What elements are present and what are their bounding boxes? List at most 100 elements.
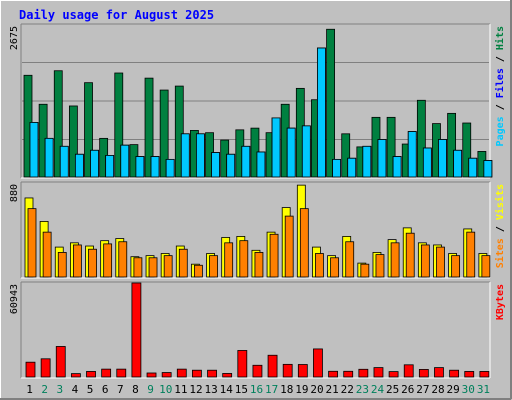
panel-kbytes: 60943 KBytes bbox=[9, 281, 506, 379]
bar-sites-day-21 bbox=[330, 257, 339, 278]
bar-sites-day-16 bbox=[254, 252, 264, 278]
x-tick-label-21: 21 bbox=[326, 383, 339, 396]
x-tick-label-1: 1 bbox=[26, 383, 33, 396]
bar-pages-day-14 bbox=[226, 153, 236, 178]
bar-sites-day-8 bbox=[133, 257, 143, 278]
bar-kbytes-day-21 bbox=[328, 370, 338, 378]
bar-hits-day-25 bbox=[386, 116, 396, 178]
legend: Sites / Visits bbox=[494, 184, 506, 268]
bar-kbytes-day-22 bbox=[343, 370, 354, 378]
bar-kbytes-day-16 bbox=[252, 364, 263, 378]
x-tick-label-10: 10 bbox=[159, 383, 172, 396]
panels-layer: 2675 Pages / Files / Hits 880 Sites / Visit… bbox=[9, 23, 506, 379]
x-tick-label-29: 29 bbox=[447, 383, 460, 396]
x-tick-label-26: 26 bbox=[401, 383, 414, 396]
legend-separator: / bbox=[495, 98, 506, 116]
bar-pages-day-31 bbox=[483, 160, 493, 178]
bar-pages-day-22 bbox=[347, 157, 357, 178]
bar-kbytes-day-10 bbox=[161, 372, 172, 378]
x-tick-label-31: 31 bbox=[477, 383, 490, 396]
bar-hits-day-5 bbox=[84, 82, 93, 178]
panel-hits-files-pages: 2675 Pages / Files / Hits bbox=[9, 23, 506, 179]
y-max-label: 880 bbox=[9, 184, 20, 202]
x-tick-label-11: 11 bbox=[174, 383, 187, 396]
x-tick-label-7: 7 bbox=[117, 383, 124, 396]
bar-hits-day-22 bbox=[341, 133, 351, 178]
bar-sites-day-27 bbox=[420, 244, 430, 278]
bar-pages-day-11 bbox=[180, 133, 190, 178]
bar-pages-day-19 bbox=[301, 125, 311, 178]
bar-pages-day-27 bbox=[422, 147, 432, 178]
bar-hits-day-21 bbox=[326, 28, 335, 178]
bar-kbytes-day-3 bbox=[55, 346, 66, 378]
bar-sites-day-14 bbox=[224, 242, 234, 278]
bar-hits-day-4 bbox=[68, 105, 78, 178]
bar-sites-day-17 bbox=[269, 233, 279, 278]
bar-kbytes-day-20 bbox=[313, 348, 323, 378]
bar-kbytes-day-4 bbox=[70, 373, 81, 378]
bars-visits-sites bbox=[24, 184, 491, 278]
legend-item: KBytes bbox=[495, 284, 506, 320]
bar-kbytes-day-1 bbox=[25, 361, 36, 378]
bar-pages-day-2 bbox=[44, 137, 54, 178]
bar-hits-day-11 bbox=[174, 85, 184, 178]
bar-kbytes-day-12 bbox=[192, 369, 202, 378]
x-tick-label-15: 15 bbox=[235, 383, 248, 396]
bar-kbytes-day-2 bbox=[40, 358, 51, 378]
bar-pages-day-26 bbox=[407, 131, 417, 178]
bar-sites-day-6 bbox=[103, 243, 113, 278]
x-tick-label-2: 2 bbox=[41, 383, 48, 396]
x-tick-label-28: 28 bbox=[431, 383, 444, 396]
legend-item: Pages bbox=[495, 116, 506, 146]
bar-sites-day-15 bbox=[239, 240, 249, 278]
bar-sites-day-30 bbox=[466, 231, 476, 278]
bar-pages-day-4 bbox=[74, 153, 84, 178]
x-tick-label-18: 18 bbox=[280, 383, 293, 396]
bar-pages-day-9 bbox=[150, 156, 160, 178]
bar-pages-day-13 bbox=[211, 152, 220, 178]
bar-kbytes-day-9 bbox=[146, 372, 157, 378]
chart-title: Daily usage for August 2025 bbox=[19, 8, 214, 22]
bar-sites-day-25 bbox=[390, 242, 400, 278]
bar-sites-day-19 bbox=[299, 208, 309, 278]
bar-sites-day-11 bbox=[178, 248, 188, 278]
bar-sites-day-4 bbox=[72, 244, 82, 278]
bar-sites-day-20 bbox=[315, 253, 324, 278]
bar-pages-day-28 bbox=[438, 139, 447, 178]
bar-pages-day-30 bbox=[468, 157, 478, 178]
bar-pages-day-15 bbox=[241, 145, 251, 178]
bar-kbytes-day-17 bbox=[267, 354, 278, 378]
x-tick-label-25: 25 bbox=[386, 383, 399, 396]
bar-sites-day-12 bbox=[194, 264, 203, 278]
legend-item: Sites bbox=[494, 238, 506, 268]
bar-kbytes-day-18 bbox=[282, 363, 293, 378]
x-tick-label-8: 8 bbox=[132, 383, 139, 396]
bar-hits-day-27 bbox=[416, 99, 426, 178]
x-tick-label-5: 5 bbox=[87, 383, 94, 396]
bar-sites-day-10 bbox=[163, 255, 173, 278]
bar-hits-day-7 bbox=[114, 72, 124, 178]
bar-kbytes-day-28 bbox=[434, 367, 444, 378]
bar-pages-day-6 bbox=[105, 155, 115, 178]
bar-pages-day-20 bbox=[317, 47, 326, 178]
x-axis-labels: 1 2 3 4 5 6 7 8 9 10 11 12 13 14 15 16 17 18 19 20 21 22 23 24 2… bbox=[26, 383, 490, 396]
bar-sites-day-22 bbox=[345, 241, 355, 278]
bar-sites-day-26 bbox=[405, 232, 415, 278]
bar-sites-day-23 bbox=[360, 263, 370, 278]
x-tick-label-24: 24 bbox=[371, 383, 385, 396]
x-tick-label-23: 23 bbox=[356, 383, 369, 396]
bars-hits-files-pages bbox=[23, 28, 493, 178]
x-tick-label-13: 13 bbox=[204, 383, 217, 396]
legend-separator: / bbox=[495, 220, 506, 238]
bar-sites-day-1 bbox=[27, 208, 37, 278]
legend-item: Files bbox=[494, 68, 506, 98]
x-tick-label-3: 3 bbox=[57, 383, 64, 396]
bar-pages-day-18 bbox=[286, 127, 296, 178]
legend: Pages / Files / Hits bbox=[494, 26, 506, 146]
x-tick-label-20: 20 bbox=[310, 383, 323, 396]
bar-sites-day-24 bbox=[375, 254, 385, 278]
legend-item: Visits bbox=[494, 184, 506, 220]
legend-separator: / bbox=[495, 50, 506, 68]
bar-sites-day-5 bbox=[88, 248, 97, 278]
bars-kbytes bbox=[25, 282, 490, 378]
